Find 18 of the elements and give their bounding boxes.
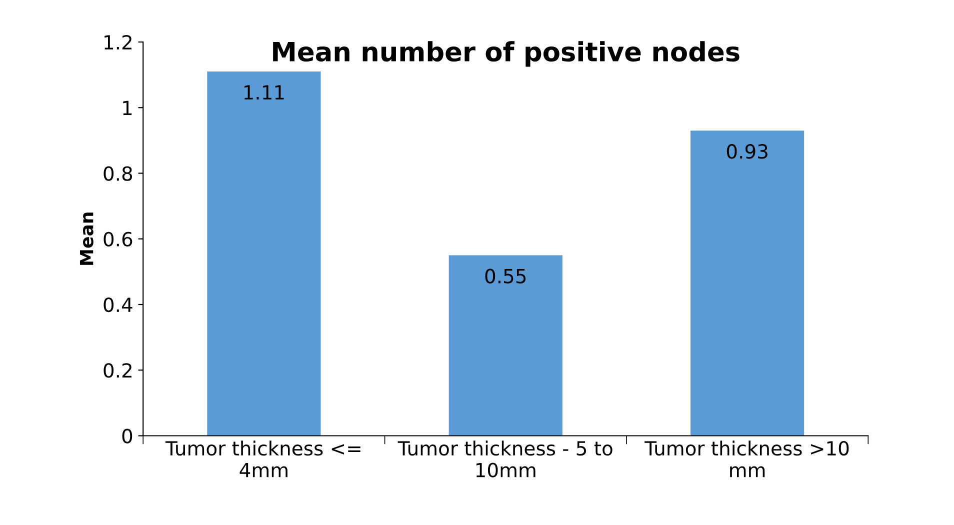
y-tick-label: 0: [122, 428, 132, 444]
y-tick-label: 1.2: [104, 34, 132, 50]
y-axis-title: Mean: [80, 212, 94, 265]
bar: [690, 130, 804, 436]
bar: [448, 255, 562, 436]
bar: [207, 72, 321, 436]
y-tick-label: 0.2: [104, 363, 132, 378]
x-tick-label: Tumor thickness <= 4mm: [165, 440, 360, 478]
data-label: 0.55: [485, 268, 526, 284]
data-label: 1.11: [244, 85, 284, 100]
y-tick-label: 0.8: [104, 166, 132, 181]
y-tick-label: 1: [123, 100, 132, 116]
x-tick-label: Tumor thickness - 5 to 10mm: [398, 440, 612, 478]
chart-title: Mean number of positive nodes: [273, 41, 740, 67]
x-tick-label: Tumor thickness >10 mm: [644, 440, 849, 478]
data-label: 0.93: [726, 144, 768, 159]
y-tick-label: 0.6: [104, 232, 132, 247]
y-tick-label: 0.4: [104, 297, 132, 312]
